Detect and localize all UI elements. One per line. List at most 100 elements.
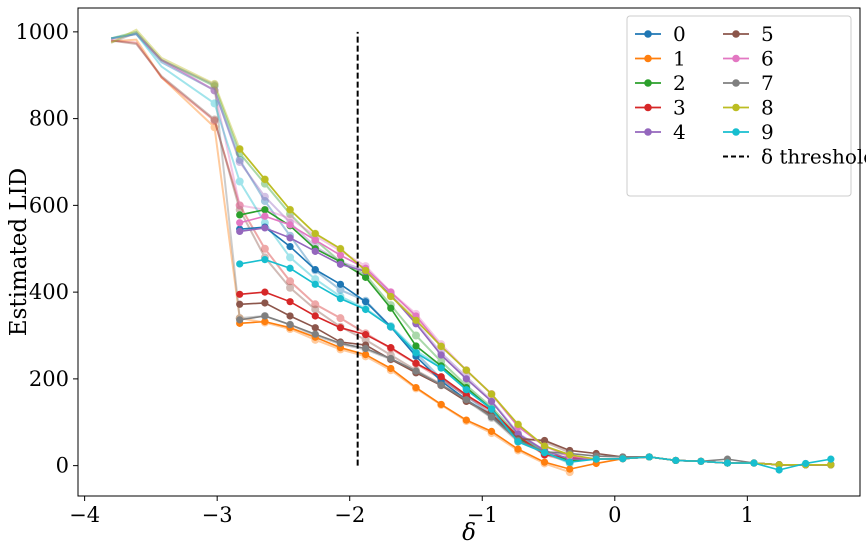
series-line-0 — [239, 226, 831, 466]
data-point — [802, 459, 810, 468]
data-point — [261, 224, 269, 232]
series-5 — [236, 299, 835, 469]
x-tick-label: −4 — [69, 503, 100, 527]
legend-item: 9 — [723, 120, 774, 144]
faded-point — [311, 300, 320, 309]
data-point — [362, 298, 370, 306]
legend-label: 0 — [673, 22, 686, 46]
data-point — [723, 459, 732, 467]
legend-item: 3 — [635, 96, 686, 120]
data-point — [437, 381, 445, 389]
faded-point — [336, 314, 345, 323]
faded-point — [210, 116, 219, 125]
data-point — [286, 206, 294, 214]
data-point — [540, 458, 549, 466]
data-point — [514, 420, 522, 429]
data-point — [750, 459, 758, 467]
faded-point — [235, 205, 244, 214]
faded-point — [235, 201, 244, 210]
data-point — [336, 251, 345, 259]
data-point — [462, 386, 470, 394]
series-0 — [236, 223, 835, 469]
data-point — [311, 330, 319, 338]
y-axis-ticks: 0 200 400 600 800 1000 — [16, 20, 78, 478]
data-point — [387, 364, 395, 373]
y-tick-label: 400 — [29, 280, 69, 304]
faded-point — [260, 192, 269, 201]
legend-marker — [732, 54, 740, 63]
legend-marker — [644, 128, 652, 136]
x-axis-ticks: −4 −3 −2 −1 0 1 — [69, 496, 754, 527]
data-point — [437, 373, 445, 381]
legend-label: 2 — [673, 71, 686, 95]
legend-label: 7 — [761, 71, 774, 95]
data-point — [236, 290, 244, 298]
data-point — [286, 221, 294, 229]
data-point — [775, 461, 783, 469]
legend-marker — [732, 79, 740, 87]
data-point — [286, 298, 294, 306]
data-point — [437, 342, 445, 350]
data-point — [487, 427, 496, 435]
data-point — [514, 438, 522, 446]
data-point — [311, 247, 319, 255]
data-point — [311, 236, 319, 244]
faded-point — [210, 99, 219, 108]
faded-point — [235, 157, 244, 166]
data-point — [362, 266, 370, 275]
data-point — [261, 299, 269, 307]
legend-item: 1 — [635, 47, 686, 71]
data-point — [261, 288, 269, 296]
y-tick-label: 200 — [29, 367, 69, 391]
legend-label: 3 — [673, 96, 686, 120]
data-point — [566, 451, 574, 459]
series-3 — [236, 288, 835, 469]
x-tick-label: 1 — [741, 503, 754, 527]
data-point — [462, 366, 470, 374]
data-point — [672, 456, 680, 465]
x-tick-label: −1 — [467, 503, 498, 527]
data-point — [236, 219, 244, 227]
series-line-5 — [239, 302, 831, 466]
data-point — [412, 349, 420, 357]
series-line-7 — [239, 315, 831, 466]
data-point — [336, 280, 345, 288]
legend-item: 4 — [635, 120, 686, 144]
data-point — [311, 265, 319, 274]
data-point — [336, 260, 345, 268]
y-tick-label: 1000 — [16, 20, 69, 44]
data-point — [566, 465, 574, 473]
faded-point — [260, 197, 269, 206]
x-tick-label: 0 — [608, 503, 621, 527]
data-point — [827, 461, 835, 469]
data-point — [540, 442, 549, 450]
data-point — [387, 344, 395, 352]
faded-point — [311, 275, 320, 284]
data-point — [412, 367, 420, 375]
legend-label: 4 — [673, 120, 686, 144]
legend-marker — [644, 54, 652, 63]
data-point — [236, 316, 244, 324]
data-point — [261, 175, 269, 183]
legend-marker — [644, 103, 652, 112]
faded-point — [210, 86, 219, 95]
faded-point — [286, 214, 295, 223]
data-point — [514, 445, 522, 453]
faded-point — [361, 335, 370, 344]
data-point — [311, 280, 319, 288]
x-tick-label: −3 — [202, 503, 233, 527]
y-tick-label: 600 — [29, 193, 69, 217]
faded-point — [286, 253, 295, 262]
data-point — [437, 400, 445, 409]
data-point — [387, 323, 395, 331]
legend-label: 1 — [673, 47, 686, 71]
faded-point — [286, 277, 295, 286]
legend-item: 0 — [635, 22, 686, 46]
y-tick-label: 0 — [56, 454, 69, 478]
data-point — [697, 457, 705, 465]
data-point — [412, 359, 420, 367]
faded-point — [286, 283, 295, 292]
